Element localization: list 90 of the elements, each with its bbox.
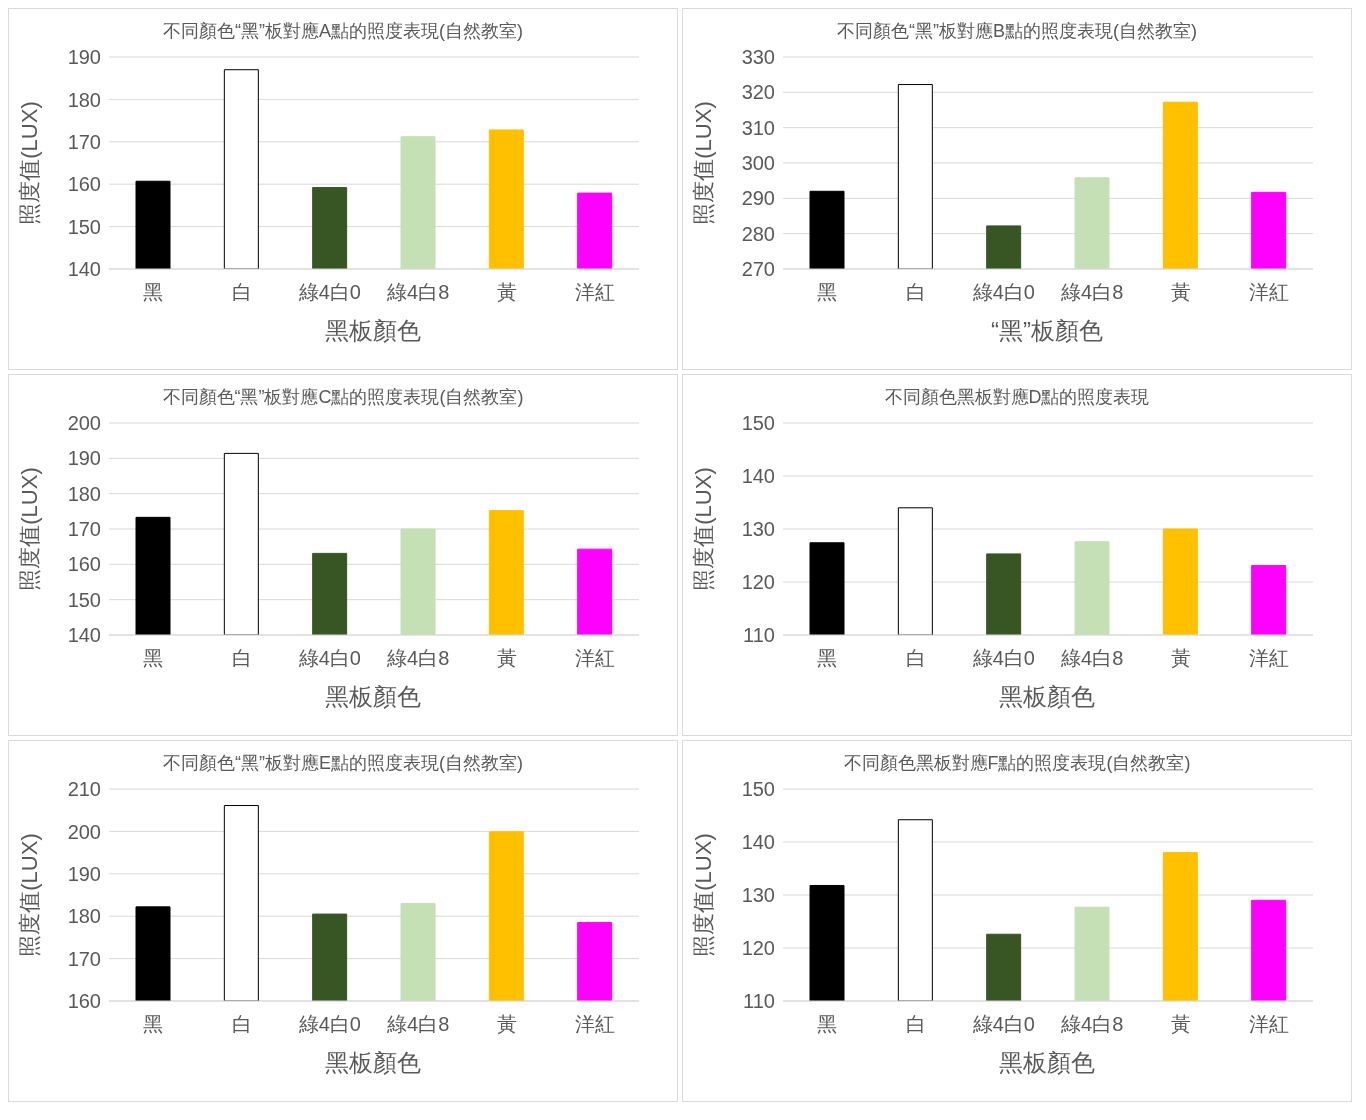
x-tick-label: 洋紅 <box>1248 647 1289 670</box>
x-tick-label: 綠4白8 <box>1060 647 1124 670</box>
y-tick-label: 170 <box>67 130 101 153</box>
x-tick-label: 洋紅 <box>574 1013 615 1036</box>
y-axis-title: 照度值(LUX) <box>690 833 716 957</box>
y-tick-label: 200 <box>67 820 101 843</box>
y-tick-label: 120 <box>741 571 775 594</box>
chart-title: 不同顏色黑板對應F點的照度表現(自然教室) <box>842 752 1192 775</box>
x-tick-label: 綠4白8 <box>386 281 450 304</box>
y-tick-label: 290 <box>741 187 775 210</box>
x-tick-label: 白 <box>231 1013 252 1036</box>
y-axis-title: 照度值(LUX) <box>690 101 716 225</box>
y-tick-label: 270 <box>741 258 775 281</box>
x-tick-label: 綠4白0 <box>971 647 1035 670</box>
y-tick-label: 180 <box>67 88 101 111</box>
x-tick-label: 黃 <box>496 1013 517 1036</box>
y-tick-label: 330 <box>741 46 775 69</box>
x-tick-label: 綠4白0 <box>971 1013 1035 1036</box>
x-tick-label: 綠4白0 <box>971 281 1035 304</box>
y-tick-label: 160 <box>67 173 101 196</box>
y-tick-label: 280 <box>741 222 775 245</box>
x-tick-label: 洋紅 <box>1248 281 1289 304</box>
x-tick-label: 白 <box>905 647 926 670</box>
y-tick-label: 170 <box>67 518 101 541</box>
y-tick-label: 190 <box>67 447 101 470</box>
x-tick-label: 綠4白8 <box>386 1013 450 1036</box>
x-tick-label: 黑 <box>817 647 838 670</box>
y-tick-label: 150 <box>741 778 775 801</box>
y-tick-label: 140 <box>67 624 101 647</box>
y-tick-label: 160 <box>67 990 101 1013</box>
x-tick-label: 洋紅 <box>1248 1013 1289 1036</box>
y-axis-title: 照度值(LUX) <box>16 101 42 225</box>
x-tick-label: 綠4白8 <box>1060 1013 1124 1036</box>
y-tick-label: 200 <box>67 412 101 435</box>
chart-title: 不同顏色“黑”板對應A點的照度表現(自然教室) <box>162 20 524 43</box>
x-tick-label: 黃 <box>496 647 517 670</box>
x-tick-label: 黑 <box>143 1013 164 1036</box>
y-tick-label: 110 <box>743 990 775 1013</box>
x-axis-title: 黑板顏色 <box>324 682 422 712</box>
x-axis-title: “黑”板顏色 <box>990 316 1104 346</box>
y-axis-title: 照度值(LUX) <box>16 467 42 591</box>
x-tick-label: 綠4白0 <box>297 281 361 304</box>
y-tick-label: 150 <box>67 215 101 238</box>
x-axis-title: 黑板顏色 <box>998 682 1096 712</box>
y-tick-label: 140 <box>741 465 775 488</box>
y-tick-label: 180 <box>67 905 101 928</box>
y-tick-label: 140 <box>741 831 775 854</box>
y-tick-label: 130 <box>741 518 775 541</box>
y-axis-title: 照度值(LUX) <box>690 467 716 591</box>
x-tick-label: 綠4白0 <box>297 647 361 670</box>
y-tick-label: 130 <box>741 884 775 907</box>
chart-title: 不同顏色“黑”板對應E點的照度表現(自然教室) <box>162 752 524 775</box>
y-tick-label: 190 <box>67 46 101 69</box>
y-tick-label: 160 <box>67 553 101 576</box>
x-axis-title: 黑板顏色 <box>324 316 422 346</box>
y-tick-label: 150 <box>741 412 775 435</box>
x-tick-label: 白 <box>905 1013 926 1036</box>
x-tick-label: 綠4白0 <box>297 1013 361 1036</box>
chart-title: 不同顏色“黑”板對應C點的照度表現(自然教室) <box>161 386 525 409</box>
chart-title: 不同顏色“黑”板對應B點的照度表現(自然教室) <box>836 20 1198 43</box>
y-axis-title: 照度值(LUX) <box>16 833 42 957</box>
y-tick-label: 210 <box>67 778 101 801</box>
y-tick-label: 120 <box>741 937 775 960</box>
x-axis-title: 黑板顏色 <box>998 1048 1096 1078</box>
x-tick-label: 黃 <box>1170 281 1191 304</box>
x-tick-label: 黑 <box>817 1013 838 1036</box>
x-tick-label: 黃 <box>496 281 517 304</box>
y-tick-label: 170 <box>67 947 101 970</box>
x-tick-label: 綠4白8 <box>1060 281 1124 304</box>
y-tick-label: 110 <box>743 624 775 647</box>
x-tick-label: 黑 <box>817 281 838 304</box>
x-axis-title: 黑板顏色 <box>324 1048 422 1078</box>
x-tick-label: 黑 <box>143 281 164 304</box>
x-tick-label: 洋紅 <box>574 281 615 304</box>
y-tick-label: 300 <box>741 152 775 175</box>
x-tick-label: 洋紅 <box>574 647 615 670</box>
x-tick-label: 黃 <box>1170 647 1191 670</box>
y-tick-label: 140 <box>67 258 101 281</box>
chart-title: 不同顏色黑板對應D點的照度表現 <box>883 386 1151 409</box>
x-tick-label: 黑 <box>143 647 164 670</box>
x-tick-label: 白 <box>231 647 252 670</box>
x-tick-label: 黃 <box>1170 1013 1191 1036</box>
y-tick-label: 150 <box>67 588 101 611</box>
y-tick-label: 320 <box>741 81 775 104</box>
x-tick-label: 綠4白8 <box>386 647 450 670</box>
y-tick-label: 180 <box>67 482 101 505</box>
y-tick-label: 190 <box>67 862 101 885</box>
x-tick-label: 白 <box>905 281 926 304</box>
y-tick-label: 310 <box>741 116 775 139</box>
x-tick-label: 白 <box>231 281 252 304</box>
